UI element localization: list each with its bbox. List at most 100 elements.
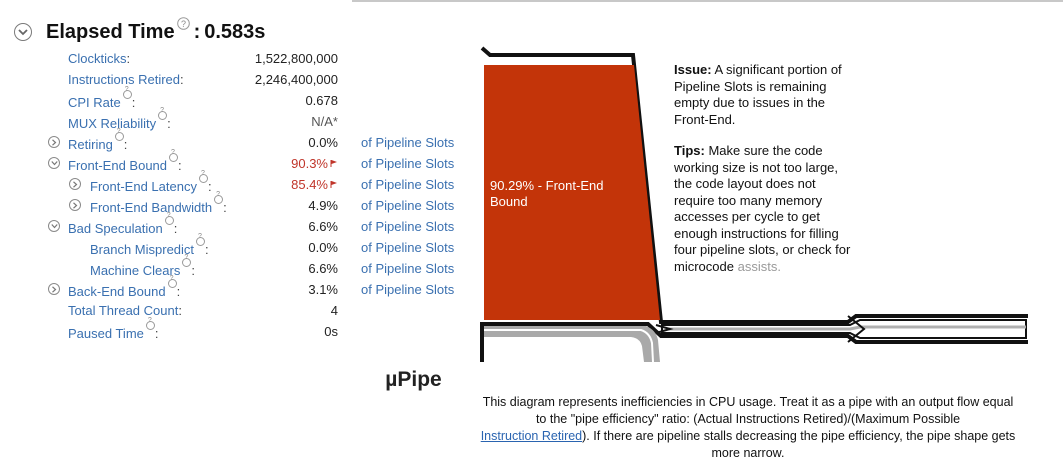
metric-row-clockticks: Clockticks: 1,522,800,000 bbox=[0, 48, 480, 69]
unit-link[interactable]: of Pipeline Slots bbox=[361, 135, 455, 150]
page-title: Elapsed Time bbox=[46, 20, 175, 43]
chevron-down-icon bbox=[50, 224, 58, 229]
pipe-outline bbox=[480, 46, 1028, 324]
metrics-list: Clockticks: 1,522,800,000 Instructions R… bbox=[0, 48, 480, 342]
expand-button[interactable] bbox=[48, 136, 60, 148]
help-icon[interactable] bbox=[196, 233, 206, 246]
metric-value: 2,246,400,000 bbox=[254, 72, 338, 87]
metric-row-machine-clears: Machine Clears: 6.6% of Pipeline Slots bbox=[0, 254, 480, 281]
unit-link[interactable]: of Pipeline Slots bbox=[361, 156, 455, 171]
metric-label[interactable]: Front-End Latency: bbox=[90, 170, 212, 197]
help-icon[interactable] bbox=[198, 170, 208, 183]
expand-button[interactable] bbox=[69, 199, 81, 211]
output-arrow-left bbox=[655, 324, 674, 334]
unit-link[interactable]: of Pipeline Slots bbox=[361, 261, 455, 276]
tips-text: Tips: Make sure the code working size is… bbox=[674, 143, 851, 274]
metric-label[interactable]: MUX Reliability: bbox=[68, 107, 171, 134]
metric-row-back-end-bound: Back-End Bound: 3.1% of Pipeline Slots bbox=[0, 275, 480, 302]
metric-label[interactable]: Front-End Bound: bbox=[68, 149, 182, 176]
front-end-bound-label: 90.29% - Front-End Bound bbox=[490, 178, 604, 209]
help-icon[interactable] bbox=[114, 128, 124, 141]
output-flow-core bbox=[666, 325, 1026, 331]
metric-value: 3.1% bbox=[308, 282, 338, 297]
expand-button[interactable] bbox=[48, 283, 60, 295]
upipe-title: µPipe bbox=[385, 368, 442, 391]
metric-label[interactable]: Bad Speculation: bbox=[68, 212, 177, 239]
chevron-down-icon bbox=[50, 161, 58, 166]
metric-value: 0s bbox=[324, 324, 338, 339]
metric-row-retiring: Retiring: 0.0% of Pipeline Slots bbox=[0, 128, 480, 155]
output-arrow-right bbox=[847, 315, 866, 343]
expand-button[interactable] bbox=[69, 178, 81, 190]
metric-value: 4 bbox=[330, 303, 338, 318]
help-icon[interactable]: ? bbox=[176, 17, 190, 33]
unit-link[interactable]: of Pipeline Slots bbox=[361, 177, 455, 192]
top-divider bbox=[352, 0, 1063, 2]
metric-value: 6.6% bbox=[308, 219, 338, 234]
collapse-toggle-button[interactable] bbox=[14, 23, 32, 41]
help-icon[interactable] bbox=[214, 191, 224, 204]
metric-label[interactable]: Instructions Retired: bbox=[68, 72, 184, 87]
upipe-caption: This diagram represents inefficiencies i… bbox=[480, 395, 1016, 460]
help-icon[interactable] bbox=[167, 275, 177, 288]
bad-speculation-inner bbox=[484, 329, 654, 363]
header-colon: : bbox=[193, 20, 201, 43]
bad-speculation-flow bbox=[484, 326, 660, 362]
help-icon[interactable] bbox=[169, 149, 179, 162]
unit-link[interactable]: of Pipeline Slots bbox=[361, 219, 455, 234]
help-icon[interactable] bbox=[164, 212, 174, 225]
metric-label[interactable]: CPI Rate: bbox=[68, 86, 135, 113]
metric-row-cpi-rate: CPI Rate: 0.678 bbox=[0, 86, 480, 113]
unit-link[interactable]: of Pipeline Slots bbox=[361, 198, 455, 213]
help-icon[interactable] bbox=[145, 317, 155, 330]
metric-row-mux-reliability: MUX Reliability: N/A* bbox=[0, 107, 480, 134]
flag-icon bbox=[330, 181, 337, 188]
metric-value: 0.0% bbox=[308, 240, 338, 255]
instruction-retired-link[interactable]: Instruction Retired bbox=[480, 429, 583, 443]
metric-value: 6.6% bbox=[308, 261, 338, 276]
metric-value: N/A* bbox=[311, 114, 338, 129]
unit-link[interactable]: of Pipeline Slots bbox=[361, 240, 455, 255]
metric-value: 0.678 bbox=[305, 93, 338, 108]
metric-row-bad-speculation: Bad Speculation: 6.6% of Pipeline Slots bbox=[0, 212, 480, 239]
unit-link[interactable]: of Pipeline Slots bbox=[361, 282, 455, 297]
metric-label[interactable]: Branch Mispredict: bbox=[90, 233, 209, 260]
metric-label[interactable]: Front-End Bandwidth: bbox=[90, 191, 227, 218]
chevron-right-icon bbox=[73, 201, 78, 209]
metric-label[interactable]: Back-End Bound: bbox=[68, 275, 180, 302]
svg-text:?: ? bbox=[181, 19, 186, 29]
metric-value: 4.9% bbox=[308, 198, 338, 213]
issue-text: Issue: A significant portion of Pipeline… bbox=[674, 62, 842, 127]
chevron-right-icon bbox=[52, 138, 57, 146]
metric-row-branch-mispredict: Branch Mispredict: 0.0% of Pipeline Slot… bbox=[0, 233, 480, 260]
chevron-down-icon bbox=[18, 28, 28, 35]
pipe-outline-bottom bbox=[480, 322, 1028, 362]
metric-row-total-thread-count: Total Thread Count: 4 bbox=[0, 300, 480, 321]
chevron-right-icon bbox=[73, 180, 78, 188]
collapse-button[interactable] bbox=[48, 220, 60, 232]
flag-icon bbox=[330, 160, 337, 167]
metric-label[interactable]: Paused Time: bbox=[68, 317, 159, 344]
elapsed-time-value: 0.583s bbox=[204, 20, 266, 43]
metric-label[interactable]: Total Thread Count: bbox=[68, 303, 182, 318]
front-end-bound-area bbox=[484, 65, 660, 320]
metric-value: 90.3% bbox=[291, 153, 338, 174]
metric-value: 0.0% bbox=[308, 135, 338, 150]
help-icon[interactable] bbox=[182, 254, 192, 267]
metric-value: 1,522,800,000 bbox=[254, 51, 338, 66]
metric-value: 85.4% bbox=[291, 174, 338, 195]
metric-label[interactable]: Retiring: bbox=[68, 128, 127, 155]
metric-label[interactable]: Clockticks: bbox=[68, 51, 131, 66]
metric-row-instructions-retired: Instructions Retired: 2,246,400,000 bbox=[0, 69, 480, 90]
collapse-button[interactable] bbox=[48, 157, 60, 169]
metric-row-front-end-bound: Front-End Bound: 90.3% of Pipeline Slots bbox=[0, 149, 480, 176]
chevron-right-icon bbox=[52, 285, 57, 293]
metric-row-front-end-latency: Front-End Latency: 85.4% of Pipeline Slo… bbox=[0, 170, 480, 197]
metric-row-front-end-bandwidth: Front-End Bandwidth: 4.9% of Pipeline Sl… bbox=[0, 191, 480, 218]
metric-row-paused-time: Paused Time: 0s bbox=[0, 317, 480, 344]
elapsed-time-header: Elapsed Time ? : 0.583s bbox=[14, 17, 266, 44]
metric-label[interactable]: Machine Clears: bbox=[90, 254, 195, 281]
help-icon[interactable] bbox=[158, 107, 168, 120]
upipe-diagram bbox=[480, 46, 1028, 363]
help-icon[interactable] bbox=[122, 86, 132, 99]
